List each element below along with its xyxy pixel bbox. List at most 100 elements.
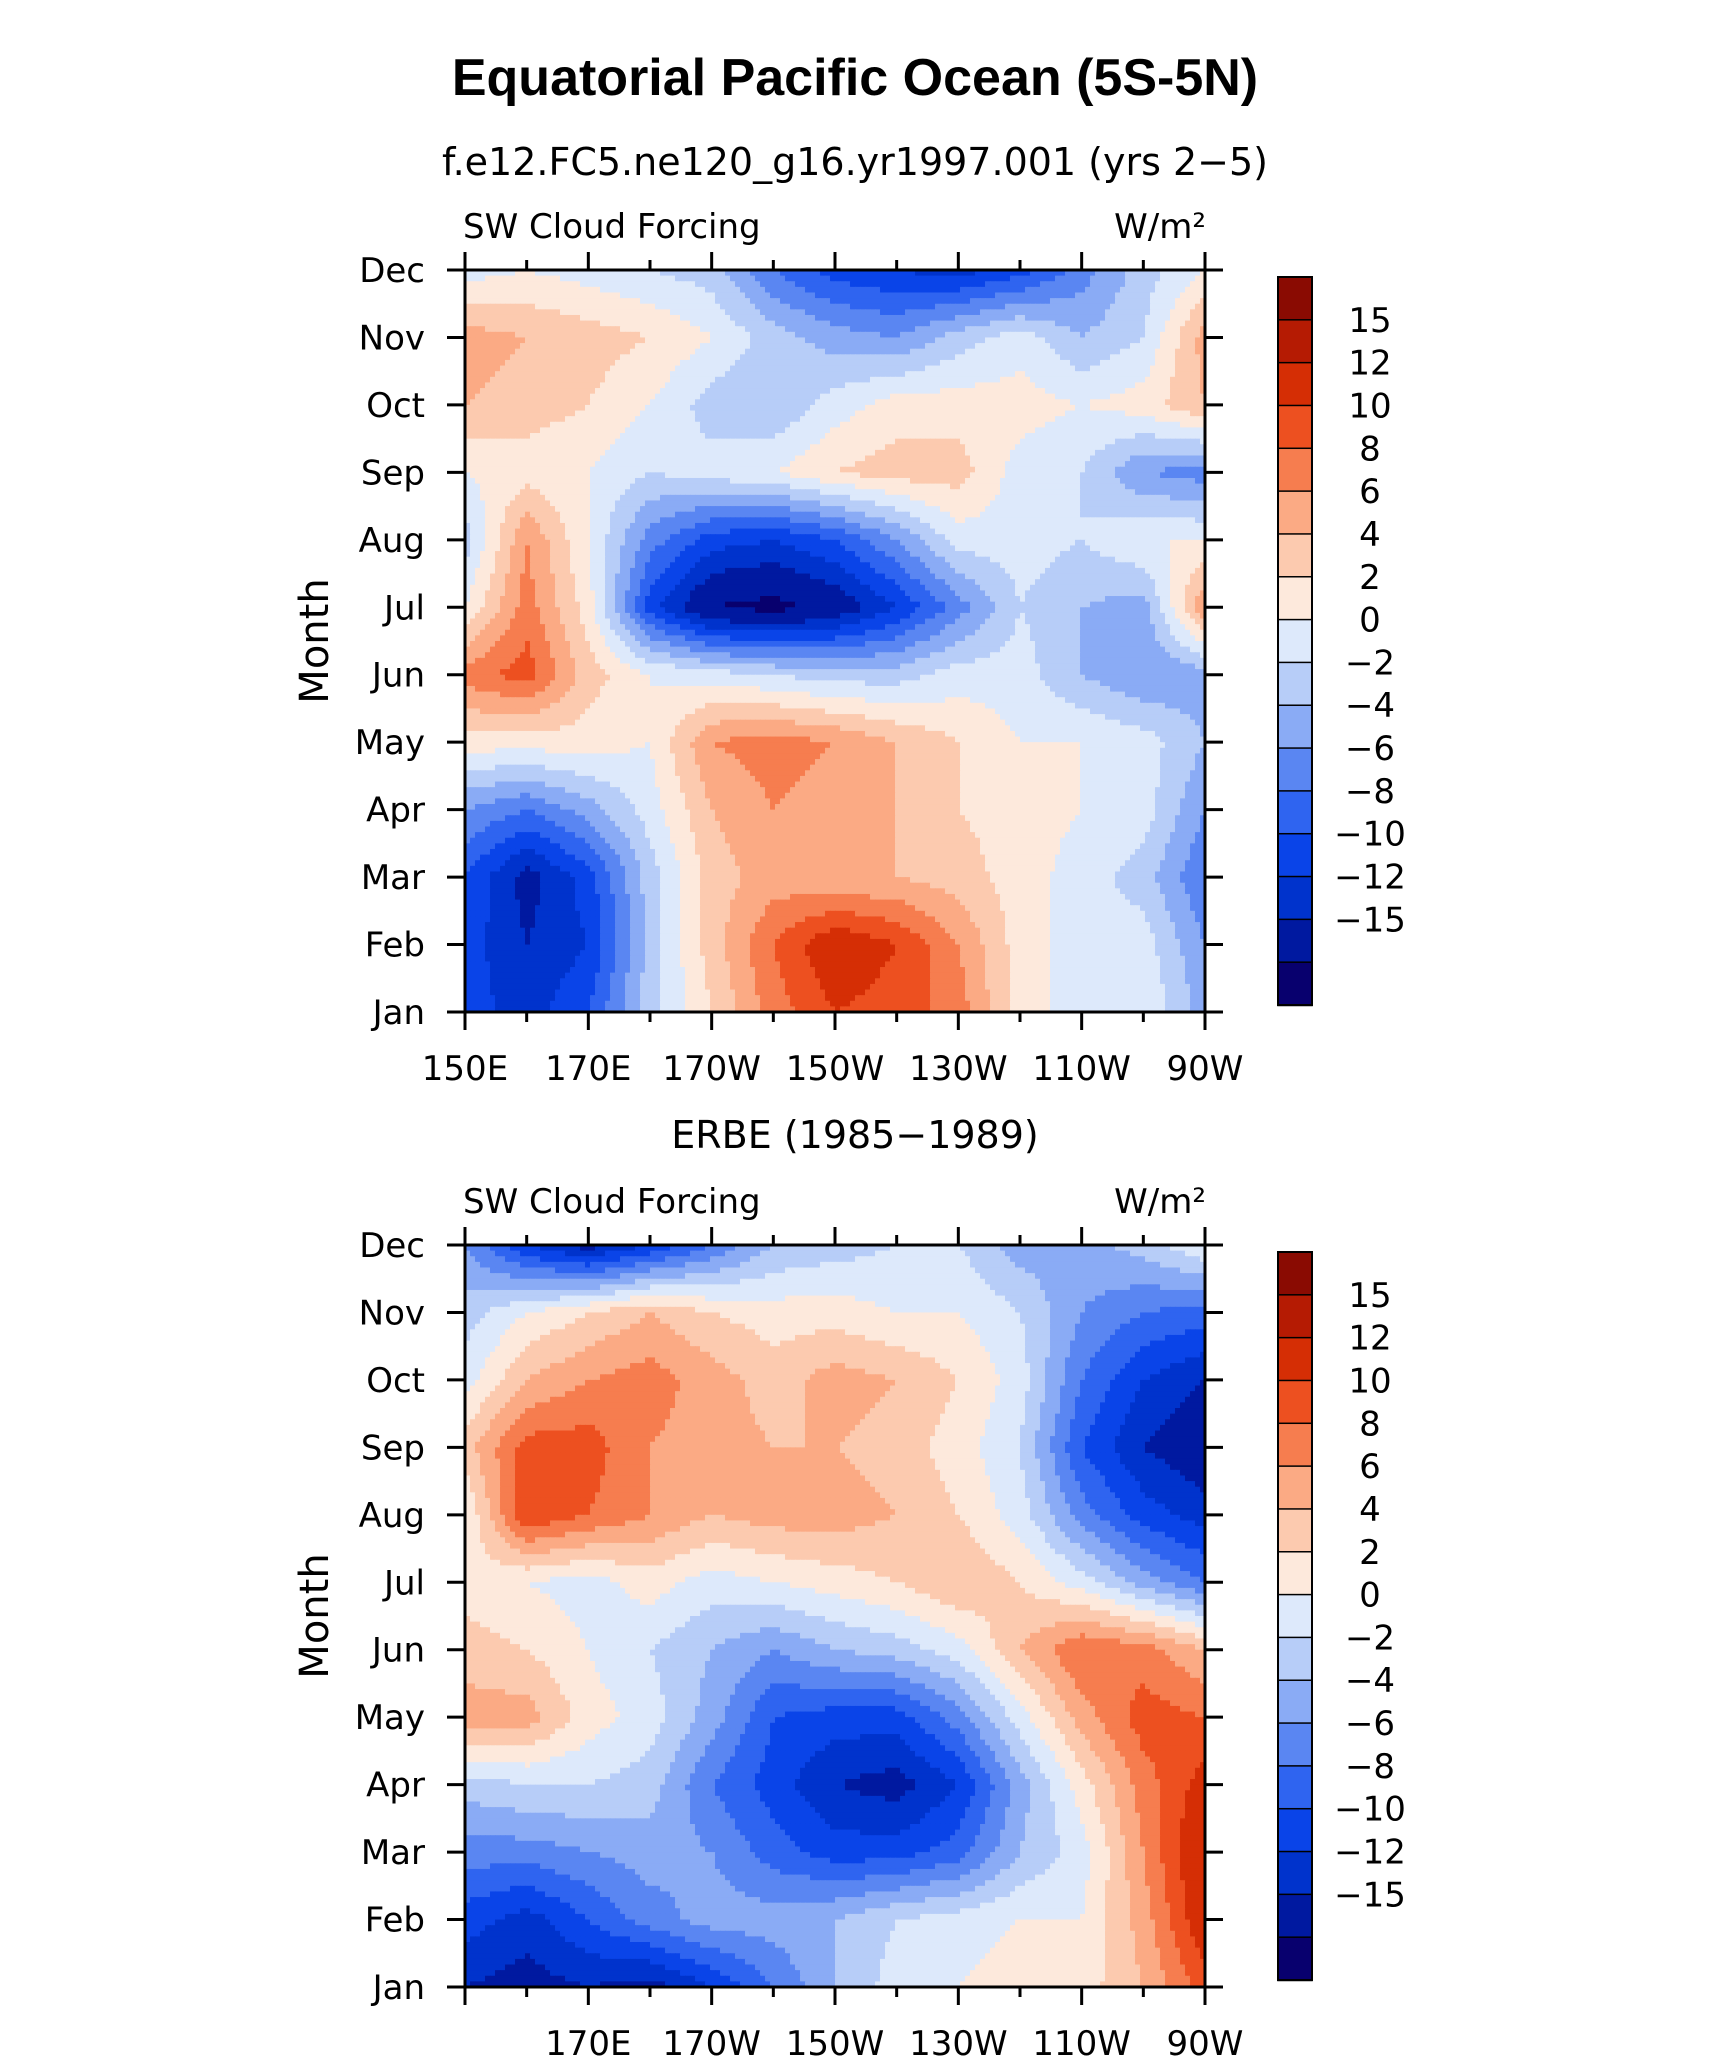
contour-cell: [920, 343, 926, 349]
contour-cell: [960, 287, 966, 293]
contour-cell: [1040, 354, 1046, 360]
contour-cell: [1025, 405, 1031, 411]
contour-cell: [1075, 337, 1081, 343]
contour-cell: [995, 315, 1001, 321]
contour-cell: [760, 315, 766, 321]
contour-cell: [935, 304, 941, 310]
contour-cell: [715, 416, 721, 422]
contour-cell: [1180, 366, 1186, 372]
contour-cell: [1060, 394, 1066, 400]
contour-cell: [1045, 360, 1051, 366]
contour-cell: [855, 292, 861, 298]
contour-cell: [950, 337, 956, 343]
contour-cell: [870, 315, 876, 321]
contour-cell: [770, 388, 776, 394]
contour-cell: [1050, 276, 1056, 282]
contour-cell: [905, 343, 911, 349]
contour-cell: [1100, 377, 1106, 383]
contour-cell: [745, 276, 751, 282]
contour-cell: [560, 332, 566, 338]
contour-cell: [865, 281, 871, 287]
contour-cell: [570, 332, 576, 338]
contour-cell: [730, 304, 736, 310]
contour-cell: [650, 371, 656, 377]
contour-cell: [1025, 377, 1031, 383]
contour-cell: [900, 388, 906, 394]
contour-cell: [640, 394, 646, 400]
contour-cell: [615, 337, 621, 343]
contour-cell: [905, 298, 911, 304]
contour-cell: [1195, 287, 1201, 293]
contour-cell: [845, 321, 851, 327]
contour-cell: [1025, 304, 1031, 310]
contour-cell: [1000, 371, 1006, 377]
contour-cell: [685, 405, 691, 411]
contour-cell: [765, 366, 771, 372]
contour-cell: [1030, 321, 1036, 327]
contour-cell: [830, 304, 836, 310]
contour-cell: [1160, 315, 1166, 321]
contour-cell: [540, 332, 546, 338]
contour-cell: [945, 399, 951, 405]
contour-cell: [780, 309, 786, 315]
contour-cell: [840, 411, 846, 417]
contour-cell: [1115, 405, 1121, 411]
contour-cell: [1070, 315, 1076, 321]
contour-cell: [475, 304, 481, 310]
contour-cell: [880, 416, 886, 422]
contour-cell: [515, 388, 521, 394]
contour-cell: [590, 298, 596, 304]
contour-cell: [775, 399, 781, 405]
contour-cell: [945, 276, 951, 282]
contour-cell: [1155, 360, 1161, 366]
contour-cell: [705, 276, 711, 282]
contour-cell: [475, 287, 481, 293]
contour-cell: [1005, 343, 1011, 349]
contour-cell: [990, 354, 996, 360]
contour-cell: [985, 304, 991, 310]
contour-cell: [1100, 411, 1106, 417]
contour-cell: [725, 354, 731, 360]
contour-cell: [995, 411, 1001, 417]
contour-cell: [700, 405, 706, 411]
contour-cell: [755, 377, 761, 383]
contour-cell: [1155, 332, 1161, 338]
contour-cell: [990, 394, 996, 400]
contour-cell: [690, 411, 696, 417]
contour-cell: [605, 349, 611, 355]
contour-cell: [1030, 332, 1036, 338]
contour-cell: [960, 349, 966, 355]
contour-cell: [885, 309, 891, 315]
contour-cell: [720, 366, 726, 372]
contour-cell: [505, 321, 511, 327]
contour-cell: [620, 326, 626, 332]
contour-cell: [540, 377, 546, 383]
contour-cell: [1115, 276, 1121, 282]
contour-cell: [880, 332, 886, 338]
contour-cell: [720, 309, 726, 315]
contour-cell: [1180, 343, 1186, 349]
contour-cell: [650, 349, 656, 355]
contour-cell: [700, 371, 706, 377]
contour-cell: [715, 382, 721, 388]
contour-cell: [895, 377, 901, 383]
contour-cell: [540, 326, 546, 332]
contour-cell: [1005, 349, 1011, 355]
contour-cell: [825, 360, 831, 366]
contour-cell: [580, 309, 586, 315]
contour-cell: [1030, 349, 1036, 355]
contour-cell: [675, 371, 681, 377]
contour-cell: [860, 371, 866, 377]
contour-cell: [780, 281, 786, 287]
contour-cell: [875, 332, 881, 338]
contour-cell: [1120, 377, 1126, 383]
contour-cell: [1040, 343, 1046, 349]
contour-cell: [1100, 276, 1106, 282]
contour-cell: [720, 304, 726, 310]
contour-cell: [1065, 337, 1071, 343]
contour-cell: [560, 298, 566, 304]
contour-cell: [680, 276, 686, 282]
contour-cell: [475, 321, 481, 327]
contour-cell: [1195, 388, 1201, 394]
contour-cell: [850, 394, 856, 400]
